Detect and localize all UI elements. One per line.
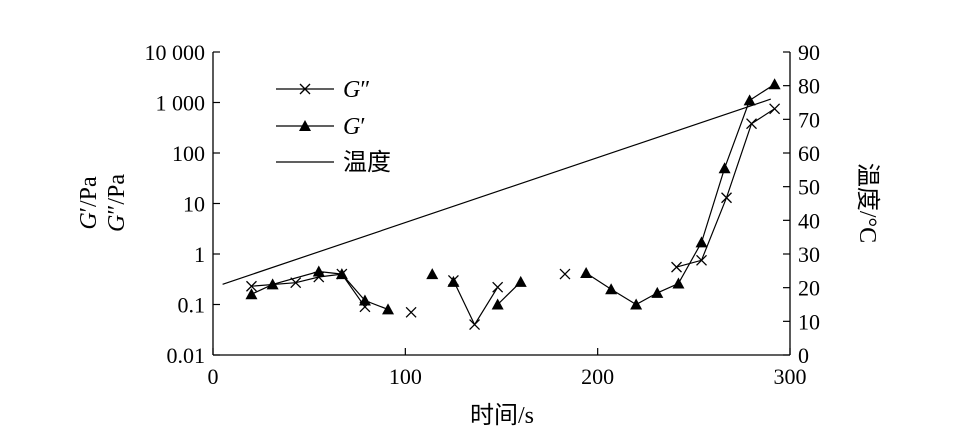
legend: G″ G′ 温度 — [276, 77, 391, 176]
y-left-tick-label: 10 000 — [145, 40, 206, 65]
series-1 — [245, 78, 781, 315]
y-axis-title-right: 温度/°C — [854, 163, 881, 243]
data-point-x — [492, 281, 504, 293]
data-point-triangle — [491, 298, 504, 310]
y-right-tick-label: 10 — [798, 309, 820, 334]
data-point-triangle — [382, 303, 395, 315]
data-point-x — [469, 319, 481, 331]
data-point-triangle — [514, 275, 527, 287]
data-point-x — [405, 306, 417, 318]
data-point-triangle — [768, 78, 781, 90]
y-right-tick-label: 70 — [798, 107, 820, 132]
data-point-triangle — [672, 277, 685, 289]
series-line — [222, 98, 771, 285]
data-point-triangle — [335, 268, 348, 280]
y-right-tick-label: 90 — [798, 40, 820, 65]
data-point-x — [746, 118, 757, 130]
series-layer — [222, 78, 781, 331]
data-point-x — [246, 280, 257, 292]
data-point-x — [559, 268, 571, 280]
x-tick-label: 200 — [581, 364, 614, 389]
data-point-x — [696, 254, 707, 266]
data-point-triangle — [630, 298, 643, 310]
data-point-triangle — [743, 94, 756, 106]
y-left-tick-label: 100 — [172, 141, 205, 166]
y-axis-title-left-g-prime: G′/Pa — [76, 176, 102, 230]
series-line — [251, 273, 366, 308]
y-left-tick-label: 1 — [194, 242, 205, 267]
y-left-tick-label: 0.1 — [178, 293, 206, 318]
legend-label-temperature: 温度 — [343, 149, 391, 176]
data-point-x — [721, 192, 732, 204]
legend-marker-g-double-prime — [299, 83, 311, 95]
data-point-triangle — [651, 286, 664, 298]
y-left-tick-label: 10 — [183, 192, 205, 217]
data-point-triangle — [695, 236, 708, 248]
data-point-triangle — [312, 265, 325, 277]
data-point-triangle — [426, 268, 439, 280]
y-right-tick-label: 60 — [798, 141, 820, 166]
data-point-triangle — [358, 294, 371, 306]
y-right-tick-label: 80 — [798, 74, 820, 99]
y-left-tick-label: 0.01 — [167, 343, 206, 368]
data-point-triangle — [245, 288, 258, 300]
data-point-triangle — [718, 162, 731, 174]
data-point-triangle — [266, 278, 279, 290]
data-point-triangle — [580, 267, 593, 279]
y-axis-title-left-g-double-prime: G″/Pa — [104, 174, 130, 232]
data-point-x — [671, 261, 682, 273]
legend-label-g-double-prime: G″ — [343, 77, 370, 103]
x-tick-label: 0 — [208, 364, 219, 389]
legend-label-g-prime: G′ — [343, 114, 366, 140]
data-point-triangle — [605, 283, 618, 295]
y-right-tick-label: 20 — [798, 276, 820, 301]
y-left-tick-label: 1 000 — [156, 91, 206, 116]
series-line — [452, 280, 499, 326]
y-right-tick-label: 40 — [798, 208, 820, 233]
axes — [212, 52, 791, 356]
data-point-triangle — [447, 275, 460, 287]
x-tick-label: 300 — [774, 364, 807, 389]
y-right-tick-label: 50 — [798, 175, 820, 200]
x-tick-label: 100 — [389, 364, 422, 389]
series-2 — [222, 98, 771, 285]
series-0 — [246, 103, 781, 331]
x-axis-title: 时间/s — [470, 402, 534, 429]
y-right-tick-label: 0 — [798, 343, 809, 368]
data-point-x — [769, 103, 781, 115]
series-line — [676, 108, 775, 268]
y-right-tick-label: 30 — [798, 242, 820, 267]
legend-marker-g-prime — [299, 120, 311, 131]
ticks: 0 100 200 300 0.01 0.1 1 10 100 1 000 10 000 0 10 20 3… — [145, 40, 821, 389]
